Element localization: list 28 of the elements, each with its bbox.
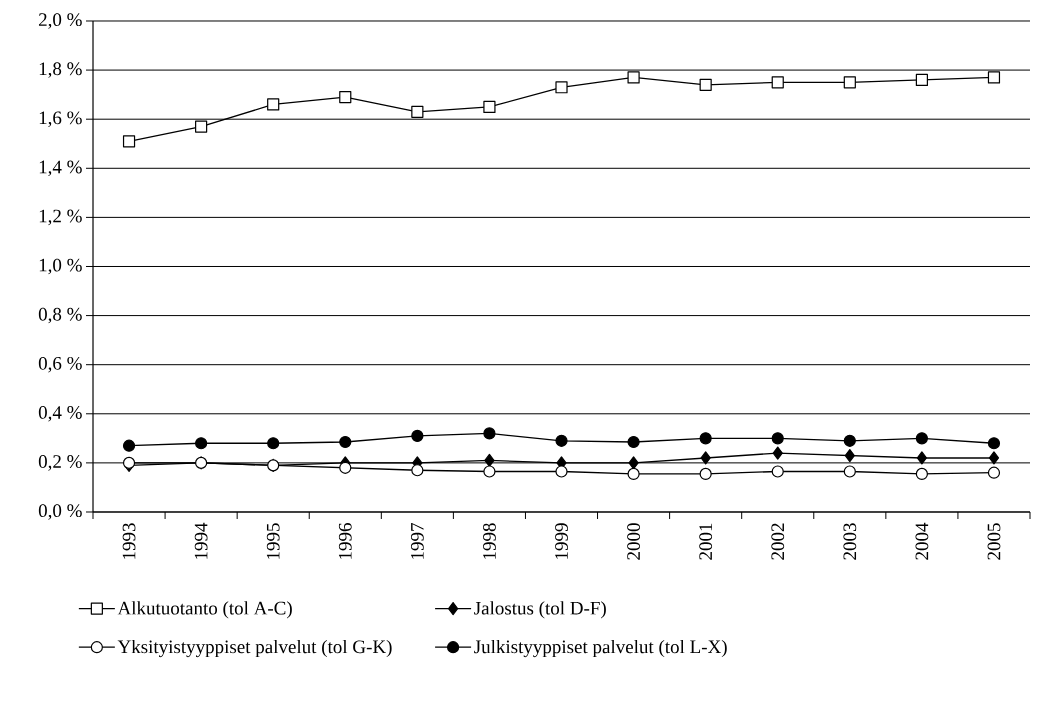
x-tick-label: 1998 — [483, 523, 496, 559]
y-tick-label: 0,4 % — [38, 406, 82, 422]
y-tick-label: 0,0 % — [38, 504, 82, 520]
y-tick-label: 0,8 % — [38, 307, 82, 324]
legend-label: Yksityistyyppiset palvelut (tol G-K) — [117, 639, 392, 658]
legend-label: Julkistyyppiset palvelut (tol L-X) — [474, 639, 727, 658]
x-tick-label: 1997 — [410, 523, 424, 559]
y-tick-label: 1,8 % — [39, 62, 82, 78]
x-tick-label: 1993 — [122, 523, 136, 559]
x-tick-label: 1999 — [555, 523, 568, 559]
y-tick-label: 1,6 % — [39, 111, 82, 127]
y-tick-label: 0,6 % — [38, 356, 82, 373]
y-tick-label: 1,2 % — [39, 209, 82, 226]
x-tick-label: 1995 — [266, 523, 280, 559]
legend-label: Alkutuotanto (tol A-C) — [117, 601, 292, 619]
x-tick-label: 2000 — [627, 523, 640, 560]
y-tick-label: 2,0 % — [38, 13, 82, 29]
legend-label: Jalostus (tol D-F) — [474, 601, 606, 619]
y-tick-label: 1,0 % — [39, 258, 82, 275]
x-tick-label: 1996 — [338, 523, 352, 559]
x-tick-label: 2001 — [699, 523, 713, 560]
x-tick-label: 2004 — [915, 522, 929, 560]
x-tick-label: 2003 — [843, 523, 857, 560]
y-tick-label: 0,2 % — [38, 455, 82, 471]
x-tick-label: 1994 — [194, 522, 208, 559]
y-tick-label: 1,4 % — [39, 160, 82, 177]
x-tick-label: 2005 — [987, 523, 1001, 560]
x-tick-label: 2002 — [771, 523, 785, 560]
